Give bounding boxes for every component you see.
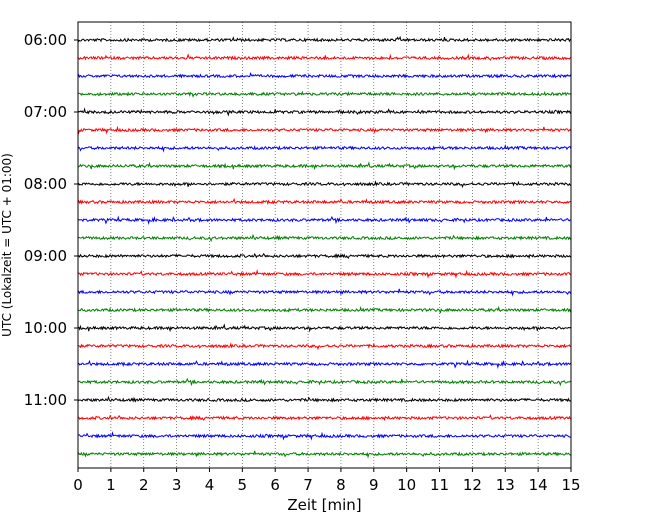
trace-1115 [77,414,572,422]
trace-0930 [77,288,572,297]
plot-frame [77,21,572,469]
trace-0845 [77,233,572,243]
x-tick-label-12: 12 [463,476,482,494]
x-tick-label-1: 1 [106,476,116,494]
y-tick-label-4: 10:00 [24,319,67,337]
x-tick-label-14: 14 [529,476,548,494]
x-tick-label-2: 2 [139,476,149,494]
grid-lines [110,22,539,468]
x-tick-label-13: 13 [496,476,515,494]
y-tick-label-3: 09:00 [24,247,67,265]
x-tick-label-7: 7 [303,476,313,494]
trace-0730 [77,143,572,153]
trace-0900 [77,252,572,260]
trace-0745 [77,161,572,171]
trace-0630 [77,72,572,79]
x-tick-label-5: 5 [238,476,248,494]
trace-0645 [77,90,572,98]
trace-1000 [77,323,572,333]
x-tick-label-4: 4 [205,476,215,494]
x-tick-label-9: 9 [369,476,379,494]
y-tick-label-0: 06:00 [24,31,67,49]
x-tick-label-6: 6 [270,476,280,494]
trace-0830 [77,215,572,225]
y-tick-label-1: 07:00 [24,103,67,121]
trace-1130 [77,430,572,441]
y-tick-label-2: 08:00 [24,175,67,193]
trace-0600 [77,35,572,43]
x-tick-label-8: 8 [336,476,346,494]
x-tick-label-0: 0 [73,476,83,494]
trace-1100 [77,395,572,403]
x-axis-label: Zeit [min] [287,496,361,514]
y-axis-label: UTC (Lokalzeit = UTC + 01:00) [0,153,14,337]
trace-0915 [77,268,572,279]
x-tick-label-15: 15 [561,476,580,494]
trace-0800 [77,180,572,189]
trace-0615 [77,53,572,61]
trace-1045 [77,377,572,387]
trace-0815 [77,197,572,206]
trace-0715 [77,125,572,135]
trace-0945 [77,305,572,314]
y-axis: 06:00 07:00 08:00 09:00 10:00 11:00 [24,31,78,409]
x-tick-label-10: 10 [397,476,416,494]
trace-0700 [77,107,572,117]
y-tick-label-5: 11:00 [24,391,67,409]
trace-1030 [77,359,572,369]
trace-1145 [77,450,572,459]
x-axis: 0 1 2 3 4 5 6 7 8 9 10 11 12 13 14 15 [73,468,581,494]
trace-1015 [77,342,572,351]
trace-group [77,35,572,459]
x-tick-label-11: 11 [430,476,449,494]
x-tick-label-3: 3 [172,476,182,494]
